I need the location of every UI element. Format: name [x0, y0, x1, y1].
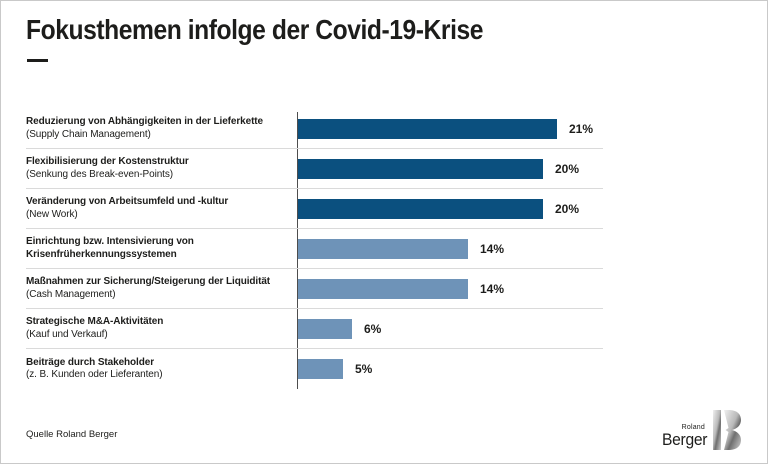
bar-value: 14% [480, 241, 505, 256]
chart-row: Flexibilisierung der Kostenstruktur (Sen… [26, 149, 603, 189]
logo-wordmark: Roland Berger [658, 424, 708, 450]
row-label-block: Maßnahmen zur Sicherung/Steigerung der L… [26, 276, 298, 301]
bar [298, 359, 343, 379]
bar-value: 5% [355, 362, 373, 376]
row-label: Flexibilisierung der Kostenstruktur [26, 156, 189, 167]
chart-row: Beiträge durch Stakeholder (z. B. Kunden… [26, 349, 603, 389]
roland-berger-logo: Roland Berger [658, 410, 741, 450]
row-sublabel: (New Work) [26, 208, 78, 220]
bar [298, 318, 352, 339]
title-underline-dash [27, 59, 48, 62]
bar [298, 238, 468, 259]
row-label-block: Flexibilisierung der Kostenstruktur (Sen… [26, 156, 298, 181]
bar-value: 21% [569, 121, 594, 136]
row-sublabel: (Kauf und Verkauf) [26, 328, 108, 340]
row-label: Maßnahmen zur Sicherung/Steigerung der L… [26, 276, 271, 287]
chart-row: Einrichtung bzw. Intensivierung von Kris… [26, 229, 603, 269]
row-sublabel: (Cash Management) [26, 288, 116, 300]
bar [298, 158, 543, 179]
row-sublabel: (Senkung des Break-even-Points) [26, 168, 173, 180]
bar [298, 198, 543, 219]
chart-rows: Reduzierung von Abhängigkeiten in der Li… [26, 109, 603, 391]
row-label: Beiträge durch Stakeholder [26, 356, 154, 368]
chart-row: Strategische M&A-Aktivitäten (Kauf und V… [26, 309, 603, 349]
bar-value: 20% [555, 201, 580, 216]
bar [298, 278, 468, 299]
logo-word-berger: Berger [661, 430, 708, 449]
chart-row: Maßnahmen zur Sicherung/Steigerung der L… [26, 269, 603, 309]
row-label: Veränderung von Arbeitsumfeld und -kultu… [26, 196, 229, 207]
row-label-block: Strategische M&A-Aktivitäten (Kauf und V… [26, 316, 298, 341]
row-label-block: Reduzierung von Abhängigkeiten in der Li… [26, 116, 298, 141]
row-label: Reduzierung von Abhängigkeiten in der Li… [26, 116, 263, 127]
row-label: Strategische M&A-Aktivitäten [26, 316, 164, 327]
row-sublabel: (Supply Chain Management) [26, 128, 151, 140]
row-label-block: Veränderung von Arbeitsumfeld und -kultu… [26, 196, 298, 221]
logo-b-icon [713, 410, 741, 450]
source-note: Quelle Roland Berger [26, 429, 118, 440]
bar-value: 20% [555, 161, 580, 176]
row-label-block: Beiträge durch Stakeholder (z. B. Kunden… [26, 357, 298, 382]
chart-axis-line [297, 112, 298, 389]
row-label-block: Einrichtung bzw. Intensivierung von Kris… [26, 236, 298, 261]
row-label: Einrichtung bzw. Intensivierung von Kris… [26, 236, 194, 260]
row-sublabel: (z. B. Kunden oder Lieferanten) [26, 369, 163, 380]
bar-value: 6% [364, 321, 382, 336]
bar [298, 118, 557, 139]
chart: Reduzierung von Abhängigkeiten in der Li… [26, 109, 603, 391]
chart-row: Reduzierung von Abhängigkeiten in der Li… [26, 109, 603, 149]
bar-value: 14% [480, 281, 505, 296]
logo-word-roland: Roland [681, 424, 705, 431]
chart-row: Veränderung von Arbeitsumfeld und -kultu… [26, 189, 603, 229]
page-title: Fokusthemen infolge der Covid-19-Krise [26, 14, 484, 45]
